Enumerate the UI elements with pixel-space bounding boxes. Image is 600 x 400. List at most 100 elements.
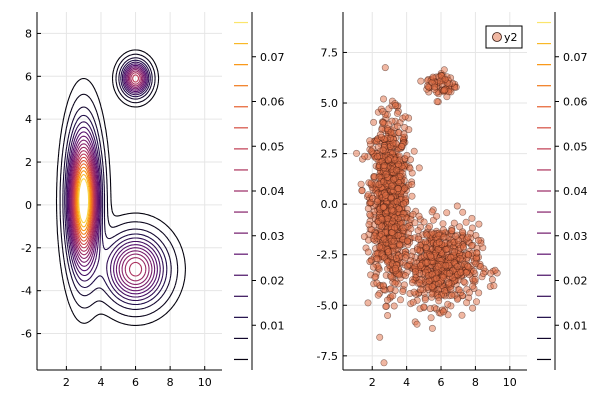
scatter-point	[475, 220, 483, 228]
scatter-point	[367, 179, 375, 187]
scatter-point	[365, 221, 373, 229]
colorbar: 0.01 0.02 0.03 0.04 0.05 0.06 0.07	[234, 12, 285, 370]
scatter-point	[382, 170, 390, 178]
scatter-point	[387, 285, 395, 293]
scatter-point	[379, 95, 387, 103]
scatter-point	[387, 128, 395, 136]
legend: y2	[485, 25, 523, 49]
scatter-point	[468, 242, 476, 250]
scatter-point	[393, 198, 401, 206]
y-tick-label: -2.5	[317, 249, 338, 262]
contour-line	[59, 53, 179, 318]
scatter-point	[428, 208, 436, 216]
legend-label: y2	[504, 31, 518, 44]
scatter-point	[459, 208, 467, 216]
scatter-point	[462, 269, 470, 277]
scatter-point	[413, 246, 421, 254]
contour-line	[64, 59, 168, 306]
colorbar-tick-label: 0.07	[260, 51, 285, 64]
scatter-point	[439, 308, 447, 316]
scatter-point	[361, 152, 369, 160]
scatter-point	[401, 113, 409, 121]
scatter-point	[446, 269, 454, 277]
scatter-point	[382, 191, 390, 199]
scatter-point	[428, 324, 436, 332]
contour-line	[78, 178, 90, 224]
colorbar-tick-label: 0.03	[260, 230, 285, 243]
plot-axes: 2 4 6 8 10 -7.5 -5.0 -2.5 0.0 2.5 5.0 7.5	[317, 12, 527, 389]
scatter-point	[394, 185, 402, 193]
scatter-point	[379, 146, 387, 154]
scatter-point	[440, 66, 448, 74]
y-tick-label: -7.5	[317, 350, 338, 363]
colorbar-tick-label: 0.04	[563, 185, 588, 198]
scatter-point	[391, 264, 399, 272]
scatter-point	[399, 287, 407, 295]
scatter-point	[439, 273, 447, 281]
scatter-point	[401, 272, 409, 280]
scatter-point	[410, 147, 418, 155]
colorbar-tick-label: 0.04	[260, 185, 285, 198]
scatter-point	[440, 233, 448, 241]
contour-line	[74, 163, 93, 239]
y-tick-label: -2	[21, 242, 32, 255]
scatter-point	[423, 231, 431, 239]
scatter-point	[476, 262, 484, 270]
scatter-point	[397, 142, 405, 150]
scatter-point	[453, 262, 461, 270]
y-tick-label: 2.5	[321, 148, 339, 161]
contour-line	[72, 74, 140, 249]
scatter-point	[391, 279, 399, 287]
scatter-point	[364, 191, 372, 199]
scatter-point	[463, 299, 471, 307]
contour-line	[75, 166, 92, 235]
scatter-point	[379, 203, 387, 211]
scatter-point	[375, 243, 383, 251]
scatter-point	[369, 263, 377, 271]
scatter-point	[364, 205, 372, 213]
scatter-point	[384, 248, 392, 256]
scatter-point	[465, 289, 473, 297]
colorbar: 0.01 0.02 0.03 0.04 0.05 0.06 0.07	[537, 12, 588, 370]
scatter-point	[468, 214, 476, 222]
x-tick-label: 8	[167, 376, 174, 389]
contour-line	[71, 70, 147, 282]
scatter-point	[458, 311, 466, 319]
scatter-point	[464, 262, 472, 270]
scatter-point	[462, 218, 470, 226]
scatter-point	[378, 222, 386, 230]
x-tick-label: 8	[472, 376, 479, 389]
scatter-point	[413, 320, 421, 328]
scatter-point	[460, 243, 468, 251]
scatter-point	[410, 288, 418, 296]
scatter-point	[390, 237, 398, 245]
scatter-point	[384, 156, 392, 164]
scatter-point	[386, 134, 394, 142]
scatter-point	[441, 86, 449, 94]
scatter-point	[392, 166, 400, 174]
scatter-point	[394, 232, 402, 240]
scatter-point	[426, 305, 434, 313]
contour-line	[74, 159, 94, 242]
scatter-point	[371, 273, 379, 281]
colorbar-tick-label: 0.05	[563, 140, 588, 153]
scatter-point	[373, 198, 381, 206]
scatter-point	[443, 209, 451, 217]
scatter-point	[469, 304, 477, 312]
scatter-point	[403, 262, 411, 270]
scatter-point	[435, 238, 443, 246]
scatter-point	[364, 248, 372, 256]
scatter-point	[377, 133, 385, 141]
scatter-point	[391, 224, 399, 232]
scatter-point	[472, 298, 480, 306]
scatter-point	[432, 274, 440, 282]
scatter-point	[423, 258, 431, 266]
scatter-point	[442, 246, 450, 254]
scatter-point	[422, 244, 430, 252]
scatter-point	[490, 282, 498, 290]
scatter-point	[358, 187, 366, 195]
scatter-point	[407, 225, 415, 233]
scatter-point	[409, 298, 417, 306]
scatter-point	[445, 279, 453, 287]
y-tick-label: 2	[25, 156, 32, 169]
